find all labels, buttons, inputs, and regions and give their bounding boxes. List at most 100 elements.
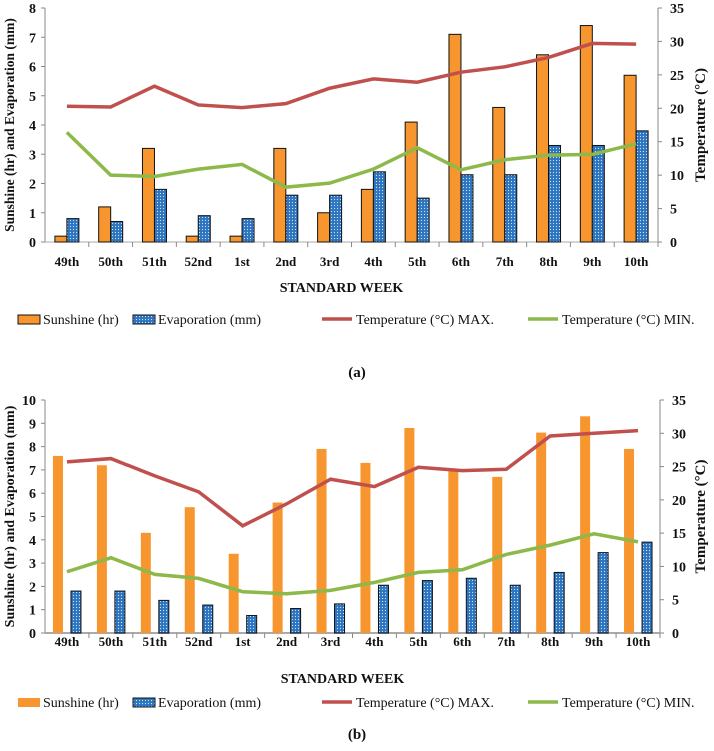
- y2-tick-label: 30: [670, 35, 684, 50]
- x-tick-label: 7th: [497, 634, 516, 649]
- legend-label: Sunshine (hr): [43, 696, 119, 711]
- legend-label: Temperature (°C) MIN.: [562, 313, 695, 328]
- sunshine-bar: [360, 462, 371, 633]
- temp-max-line: [66, 41, 637, 110]
- x-tick-label: 3rd: [321, 634, 341, 649]
- y2-tick-label: 20: [670, 102, 684, 117]
- y2-tick-label: 25: [670, 69, 684, 84]
- sunshine-bar: [272, 502, 283, 633]
- chart-panel-1: 0 1 2 3 4 5 6 7 8 0 5 10 15 20 25 30 35 49th 50th 51th 52nd 1…: [2, 2, 709, 381]
- evaporation-bar: [110, 221, 124, 243]
- y-tick-label: 5: [29, 511, 36, 526]
- x-tick-label: 8th: [541, 634, 560, 649]
- sunshine-bar: [448, 33, 462, 243]
- sunshine-bar: [52, 455, 63, 633]
- x-tick-label: 51th: [142, 254, 167, 269]
- evaporation-bar: [70, 590, 82, 634]
- x-tick-label: 7th: [496, 254, 515, 269]
- legend-label: Temperature (°C) MIN.: [562, 696, 695, 711]
- chart-panel-2: 0 1 2 3 4 5 6 7 8 9 10 0 5 10 15 20 25 30 35 49th 50th 51th 52…: [3, 394, 709, 743]
- x-tick-label: 6th: [453, 634, 472, 649]
- evaporation-bar: [158, 599, 170, 634]
- evaporation-bar: [421, 580, 433, 634]
- x-tick-label: 49th: [55, 634, 80, 649]
- sunshine-bar: [579, 25, 593, 243]
- sunshine-bar: [185, 235, 199, 243]
- x-axis-title: STANDARD WEEK: [280, 281, 404, 296]
- y-tick-label: 6: [29, 487, 36, 502]
- evaporation-bar: [114, 590, 126, 634]
- x-tick-label: 8th: [540, 254, 559, 269]
- evaporation-bar: [635, 130, 649, 243]
- sunshine-bar: [141, 147, 155, 243]
- x-axis-title: STANDARD WEEK: [281, 672, 405, 687]
- sunshine-bar: [273, 147, 287, 243]
- x-tick-label: 10th: [626, 634, 651, 649]
- evaporation-bar: [290, 608, 302, 634]
- x-tick-label: 50th: [98, 254, 123, 269]
- evaporation-bar: [504, 174, 518, 243]
- sunshine-bar: [404, 427, 415, 633]
- y-tick-label: 8: [29, 2, 36, 17]
- y-tick-label: 7: [29, 464, 36, 479]
- sunshine-bar: [228, 553, 239, 633]
- x-tick-label: 9th: [583, 254, 602, 269]
- x-tick-label: 2nd: [275, 254, 297, 269]
- evaporation-bar: [329, 194, 343, 243]
- temp-min-line: [66, 532, 639, 596]
- temp-min-line: [65, 131, 637, 189]
- temp-max-line: [66, 428, 639, 528]
- y-tick-label: 1: [29, 604, 36, 619]
- y2-tick-label: 25: [672, 461, 686, 476]
- x-tick-label: 4th: [365, 634, 384, 649]
- evaporation-bar: [465, 577, 477, 634]
- evaporation-bar: [548, 144, 562, 243]
- panel-label: (a): [348, 365, 366, 381]
- y-tick-label: 2: [29, 178, 36, 193]
- x-tick-label: 6th: [452, 254, 471, 269]
- evaporation-bar: [509, 584, 521, 634]
- x-tick-label: 4th: [364, 254, 383, 269]
- x-tick-label: 51th: [143, 634, 168, 649]
- legend-label: Temperature (°C) MAX.: [356, 696, 494, 711]
- y-tick-label: 3: [29, 557, 36, 572]
- evaporation-bar: [334, 603, 346, 634]
- x-tick-label: 1st: [234, 254, 251, 269]
- evaporation-bar: [597, 552, 609, 634]
- x-tick-label: 9th: [585, 634, 604, 649]
- sunshine-bar: [404, 121, 418, 243]
- sunshine-bar: [184, 507, 195, 633]
- evaporation-bar: [66, 218, 80, 243]
- legend-swatch: [132, 697, 156, 708]
- sunshine-bar: [54, 235, 68, 243]
- y-axis-title: Sunshine (hr) and Evaporation (mm): [3, 405, 18, 627]
- y-axis-title: Sunshine (hr) and Evaporation (mm): [2, 18, 17, 232]
- panel-label: (b): [348, 727, 366, 743]
- x-tick-label: 2nd: [276, 634, 298, 649]
- y-tick-label: 1: [29, 207, 36, 222]
- y2-tick-label: 0: [670, 236, 677, 251]
- evaporation-bar: [460, 174, 474, 243]
- y2-tick-label: 5: [670, 203, 677, 218]
- y2-tick-label: 30: [672, 427, 686, 442]
- y-tick-label: 7: [29, 31, 36, 46]
- y-tick-label: 10: [22, 394, 36, 409]
- evaporation-bar: [377, 584, 389, 634]
- x-tick-label: 10th: [624, 254, 649, 269]
- y-tick-label: 5: [29, 90, 36, 105]
- x-tick-label: 52nd: [185, 634, 213, 649]
- x-tick-label: 3rd: [320, 254, 340, 269]
- y2-tick-label: 10: [672, 560, 686, 575]
- evaporation-bar: [641, 541, 653, 634]
- sunshine-bar: [140, 532, 151, 633]
- x-tick-label: 52nd: [185, 254, 213, 269]
- evaporation-bar: [553, 571, 565, 634]
- evaporation-bar: [202, 604, 214, 634]
- y-tick-label: 2: [29, 580, 36, 595]
- sunshine-bar: [360, 188, 374, 243]
- y-tick-label: 3: [29, 148, 36, 163]
- sunshine-bar: [448, 469, 459, 633]
- evaporation-bar: [372, 171, 386, 243]
